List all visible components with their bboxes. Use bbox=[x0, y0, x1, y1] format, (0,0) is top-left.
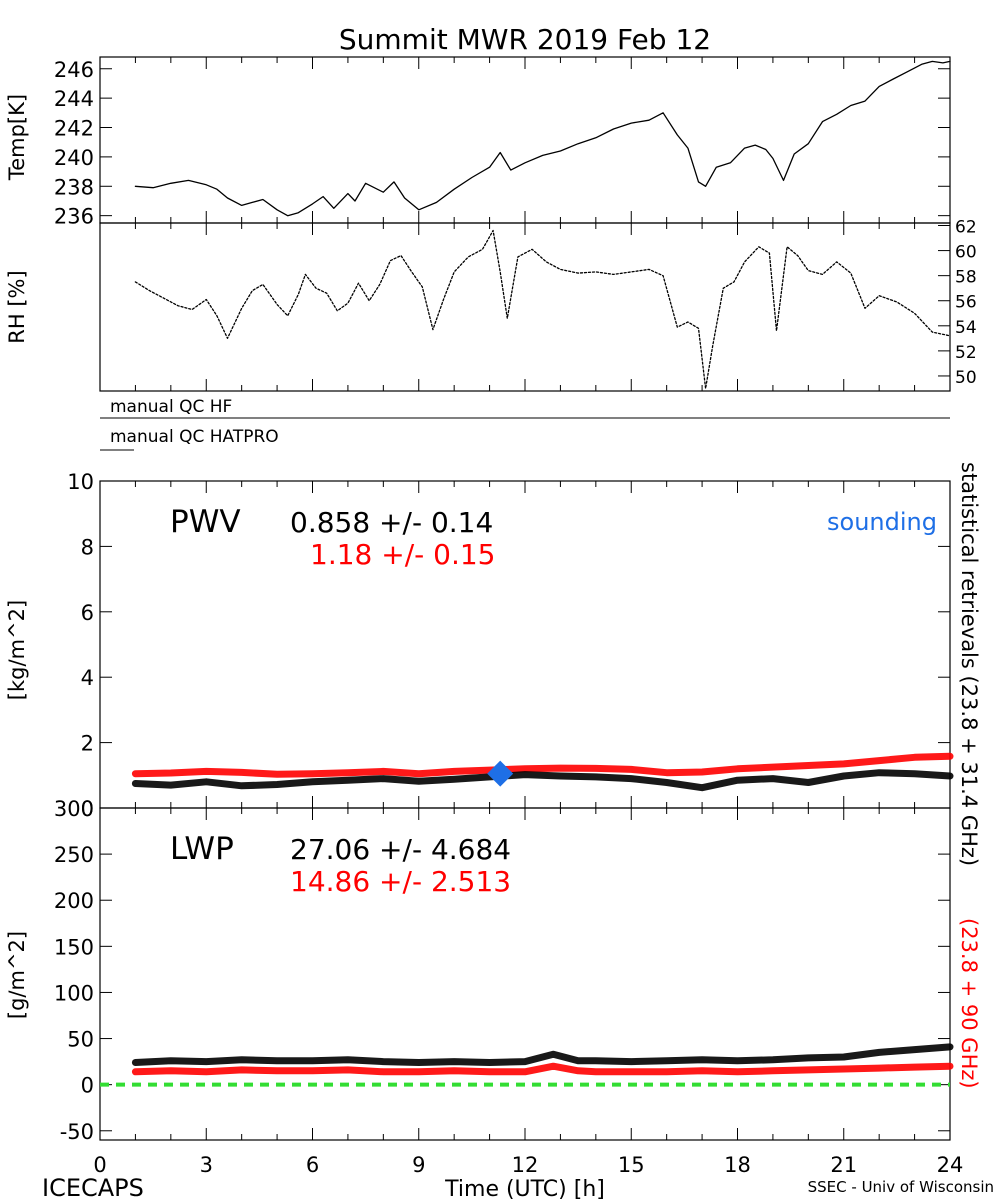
x-tick-label: 18 bbox=[724, 1153, 751, 1177]
y-tick-label: 4 bbox=[81, 666, 94, 690]
y-tick-label: 150 bbox=[54, 935, 94, 959]
pwv-stat-black: 0.858 +/- 0.14 bbox=[290, 506, 493, 539]
x-axis-label: Time (UTC) [h] bbox=[444, 1177, 605, 1200]
temperature-panel: 236 238 240 242 244 246 Temp[K] bbox=[5, 56, 951, 229]
x-tick-label: 9 bbox=[412, 1153, 425, 1177]
pwv-stat-red: 1.18 +/- 0.15 bbox=[310, 538, 496, 571]
qc-label-hf: manual QC HF bbox=[110, 397, 232, 417]
y-tick-label: 58 bbox=[955, 268, 977, 288]
y-tick-label: 100 bbox=[54, 981, 94, 1005]
x-tick-label: 6 bbox=[306, 1153, 319, 1177]
y-tick-label: 10 bbox=[67, 470, 94, 494]
y-tick-label: 300 bbox=[54, 797, 94, 821]
y-tick-label: 0 bbox=[81, 797, 94, 821]
y-tick-label: 2 bbox=[81, 732, 94, 756]
footer-right: SSEC - Univ of Wisconsin bbox=[808, 1178, 994, 1196]
y-tick-label: 54 bbox=[955, 318, 977, 338]
y-tick-label: 246 bbox=[54, 58, 94, 82]
temperature-series-0 bbox=[134, 60, 951, 217]
y-tick-label: 250 bbox=[54, 843, 94, 867]
y-tick-label: 56 bbox=[955, 293, 977, 313]
y-tick-label: 60 bbox=[955, 243, 977, 263]
y-tick-label: 242 bbox=[54, 117, 94, 141]
x-tick-label: 21 bbox=[830, 1153, 857, 1177]
footer-left: ICECAPS bbox=[42, 1174, 144, 1200]
lwp-stat-black: 27.06 +/- 4.684 bbox=[290, 833, 511, 866]
right-label-black: statistical retrievals (23.8 + 31.4 GHz) bbox=[957, 462, 981, 866]
sounding-point bbox=[487, 760, 514, 787]
qc-label-hatpro: manual QC HATPRO bbox=[110, 427, 279, 447]
lwp-series-0 bbox=[131, 1043, 954, 1066]
temperature-ylabel: Temp[K] bbox=[5, 94, 29, 181]
y-tick-label: 6 bbox=[81, 601, 94, 625]
y-tick-label: 244 bbox=[54, 87, 94, 111]
y-tick-label: 236 bbox=[54, 205, 94, 229]
x-tick-label: 24 bbox=[937, 1153, 964, 1177]
y-tick-label: -50 bbox=[60, 1120, 94, 1144]
relative_humidity-panel: 50 52 54 56 58 60 62 RH [%] bbox=[5, 218, 977, 392]
pwv-label: PWV bbox=[170, 504, 241, 540]
y-tick-label: 8 bbox=[81, 535, 94, 559]
y-tick-label: 50 bbox=[67, 1028, 94, 1052]
x-tick-label: 12 bbox=[512, 1153, 539, 1177]
lwp-series-1 bbox=[131, 1062, 954, 1076]
y-tick-label: 240 bbox=[54, 146, 94, 170]
x-tick-label: 0 bbox=[93, 1153, 106, 1177]
y-tick-label: 200 bbox=[54, 889, 94, 913]
y-tick-label: 50 bbox=[955, 368, 977, 388]
sounding-label: sounding bbox=[827, 508, 937, 536]
chart-title: Summit MWR 2019 Feb 12 bbox=[339, 23, 711, 56]
relative_humidity-ylabel: RH [%] bbox=[5, 270, 29, 343]
pwv-series-1 bbox=[131, 769, 954, 792]
y-tick-label: 238 bbox=[54, 175, 94, 199]
y-tick-label: 0 bbox=[81, 1074, 94, 1098]
relative_humidity-frame bbox=[99, 222, 951, 392]
lwp-ylabel: [g/m^2] bbox=[5, 931, 29, 1019]
relative_humidity-series-0 bbox=[134, 229, 951, 390]
pwv-ylabel: [kg/m^2] bbox=[5, 600, 29, 700]
right-label-red: (23.8 + 90 GHz) bbox=[957, 918, 981, 1089]
y-tick-label: 62 bbox=[955, 218, 977, 238]
lwp-label: LWP bbox=[170, 831, 234, 867]
pwv-series-0 bbox=[131, 752, 954, 778]
y-tick-label: 52 bbox=[955, 343, 977, 363]
x-tick-label: 15 bbox=[618, 1153, 645, 1177]
x-tick-label: 3 bbox=[200, 1153, 213, 1177]
lwp-stat-red: 14.86 +/- 2.513 bbox=[290, 865, 511, 898]
pwv-panel: 0 2 4 6 8 10 [kg/m^2] PWV 0.858 +/- 0.141.18 +/-… bbox=[5, 470, 954, 821]
